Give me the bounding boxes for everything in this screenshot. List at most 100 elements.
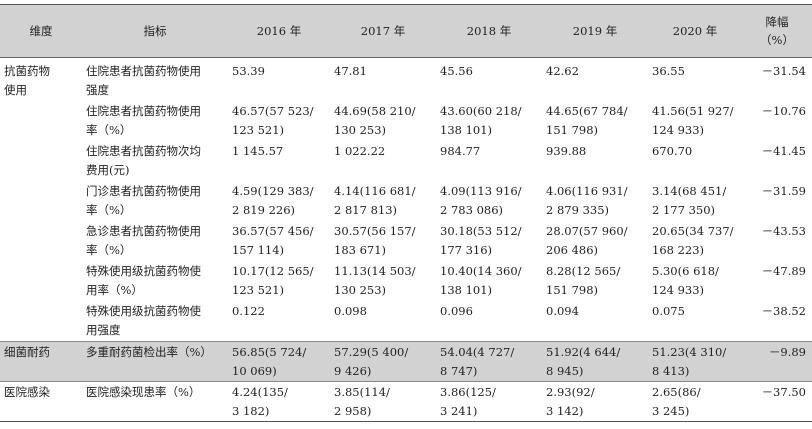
- table-row: 住院患者抗菌药物次均 费用(元) 1 145.57 1 022.22 984.7…: [0, 142, 812, 182]
- indicator-text: 特殊使用级抗菌药物使 用强度: [86, 303, 201, 337]
- indicator-cell: 门诊患者抗菌药物使用 率（%）: [82, 182, 228, 222]
- decline-value: －43.53: [742, 222, 812, 262]
- value-2018: 45.56: [436, 58, 542, 102]
- header-2020: 2020 年: [648, 4, 742, 58]
- value-2017: 0.098: [330, 302, 436, 342]
- value-text: 0.122: [232, 303, 265, 318]
- value-2018: 10.40(14 360/ 138 101): [436, 262, 542, 302]
- value-text: －43.53: [761, 223, 806, 238]
- value-2020: 51.23(4 310/ 8 413): [648, 341, 742, 382]
- value-text: 4.24(135/ 3 182): [232, 385, 288, 418]
- table-body: 抗菌药物 使用 住院患者抗菌药物使用 强度 53.39 47.81 45.56 …: [0, 58, 812, 422]
- indicator-cell: 住院患者抗菌药物使用 强度: [82, 58, 228, 102]
- value-2017: 11.13(14 503/ 130 253): [330, 262, 436, 302]
- value-2016: 36.57(57 456/ 157 114): [228, 222, 330, 262]
- value-2016: 0.122: [228, 302, 330, 342]
- value-text: －47.89: [761, 263, 806, 278]
- value-text: －31.59: [761, 183, 806, 198]
- value-text: 11.13(14 503/ 130 253): [334, 263, 416, 297]
- table-row: 门诊患者抗菌药物使用 率（%） 4.59(129 383/ 2 819 226)…: [0, 182, 812, 222]
- statistics-table: 维度 指标 2016 年 2017 年 2018 年 2019 年 2020 年…: [0, 4, 812, 422]
- value-2016: 4.59(129 383/ 2 819 226): [228, 182, 330, 222]
- decline-value: －9.89: [742, 341, 812, 382]
- value-2017: 30.57(56 157/ 183 671): [330, 222, 436, 262]
- value-text: 10.40(14 360/ 138 101): [440, 263, 522, 297]
- value-2018: 0.096: [436, 302, 542, 342]
- value-text: 53.39: [232, 64, 265, 78]
- table-row: 急诊患者抗菌药物使用 率（%） 36.57(57 456/ 157 114) 3…: [0, 222, 812, 262]
- value-2017: 47.81: [330, 58, 436, 102]
- value-2018: 4.09(113 916/ 2 783 086): [436, 182, 542, 222]
- value-text: 1 145.57: [232, 143, 284, 158]
- indicator-cell: 多重耐药菌检出率（%）: [82, 341, 228, 382]
- decline-value: －41.45: [742, 142, 812, 182]
- table-row: 细菌耐药 多重耐药菌检出率（%） 56.85(5 724/ 10 069) 57…: [0, 341, 812, 382]
- value-text: 42.62: [546, 64, 579, 78]
- table-row: 医院感染 医院感染现患率（%） 4.24(135/ 3 182) 3.85(11…: [0, 381, 812, 422]
- value-2020: 20.65(34 737/ 168 223): [648, 222, 742, 262]
- table-row: 抗菌药物 使用 住院患者抗菌药物使用 强度 53.39 47.81 45.56 …: [0, 58, 812, 102]
- decline-value: －37.50: [742, 381, 812, 422]
- value-text: 43.60(60 218/ 138 101): [440, 103, 522, 137]
- value-text: －41.45: [761, 143, 806, 158]
- value-text: 30.18(53 512/ 177 316): [440, 223, 522, 257]
- value-text: 4.06(116 931/ 2 879 335): [546, 183, 628, 217]
- indicator-cell: 住院患者抗菌药物使用 率（%）: [82, 102, 228, 142]
- value-text: 44.69(58 210/ 130 253): [334, 103, 416, 137]
- value-text: 939.88: [546, 143, 587, 158]
- value-2018: 54.04(4 727/ 8 747): [436, 341, 542, 382]
- value-text: 30.57(56 157/ 183 671): [334, 223, 416, 257]
- header-decline: 降幅 （%）: [742, 4, 812, 58]
- indicator-text: 住院患者抗菌药物使用 强度: [86, 64, 201, 97]
- table-row: 住院患者抗菌药物使用 率（%） 46.57(57 523/ 123 521) 4…: [0, 102, 812, 142]
- value-text: 3.86(125/ 3 241): [440, 385, 496, 418]
- header-row: 维度 指标 2016 年 2017 年 2018 年 2019 年 2020 年…: [0, 4, 812, 58]
- decline-value: －38.52: [742, 302, 812, 342]
- value-text: 44.65(67 784/ 151 798): [546, 103, 628, 137]
- value-text: 3.85(114/ 2 958): [334, 385, 390, 418]
- value-text: 5.30(6 618/ 124 933): [652, 263, 719, 297]
- decline-value: －10.76: [742, 102, 812, 142]
- value-text: －38.52: [761, 303, 806, 318]
- value-2019: 28.07(57 960/ 206 486): [542, 222, 648, 262]
- decline-value: －31.54: [742, 58, 812, 102]
- value-2019: 51.92(4 644/ 8 945): [542, 341, 648, 382]
- decline-value: －47.89: [742, 262, 812, 302]
- dimension-cell: 抗菌药物 使用: [0, 58, 82, 342]
- indicator-cell: 住院患者抗菌药物次均 费用(元): [82, 142, 228, 182]
- indicator-cell: 急诊患者抗菌药物使用 率（%）: [82, 222, 228, 262]
- value-2016: 4.24(135/ 3 182): [228, 381, 330, 422]
- table-row: 特殊使用级抗菌药物使 用率（%） 10.17(12 565/ 123 521) …: [0, 262, 812, 302]
- value-2017: 1 022.22: [330, 142, 436, 182]
- dimension-text: 医院感染: [4, 385, 50, 399]
- value-text: 56.85(5 724/ 10 069): [232, 345, 307, 378]
- value-text: 984.77: [440, 143, 481, 158]
- value-text: 46.57(57 523/ 123 521): [232, 103, 314, 137]
- value-text: 2.93(92/ 3 142): [546, 385, 595, 418]
- value-text: 8.28(12 565/ 151 798): [546, 263, 621, 297]
- value-text: 0.098: [334, 303, 367, 318]
- value-2017: 4.14(116 681/ 2 817 813): [330, 182, 436, 222]
- value-text: 36.55: [652, 64, 685, 78]
- indicator-text: 住院患者抗菌药物使用 率（%）: [86, 103, 201, 137]
- value-text: －37.50: [761, 385, 806, 399]
- value-2020: 41.56(51 927/ 124 933): [648, 102, 742, 142]
- value-2020: 5.30(6 618/ 124 933): [648, 262, 742, 302]
- value-2018: 30.18(53 512/ 177 316): [436, 222, 542, 262]
- value-2018: 3.86(125/ 3 241): [436, 381, 542, 422]
- value-2020: 36.55: [648, 58, 742, 102]
- table-row: 特殊使用级抗菌药物使 用强度 0.122 0.098 0.096 0.094 0…: [0, 302, 812, 342]
- value-text: 20.65(34 737/ 168 223): [652, 223, 734, 257]
- table-header: 维度 指标 2016 年 2017 年 2018 年 2019 年 2020 年…: [0, 4, 812, 58]
- indicator-text: 特殊使用级抗菌药物使 用率（%）: [86, 263, 201, 297]
- value-text: 0.075: [652, 303, 685, 318]
- indicator-cell: 特殊使用级抗菌药物使 用强度: [82, 302, 228, 342]
- dimension-text: 抗菌药物 使用: [4, 64, 50, 97]
- header-2016: 2016 年: [228, 4, 330, 58]
- header-2017: 2017 年: [330, 4, 436, 58]
- value-2016: 56.85(5 724/ 10 069): [228, 341, 330, 382]
- value-2017: 3.85(114/ 2 958): [330, 381, 436, 422]
- indicator-text: 住院患者抗菌药物次均 费用(元): [86, 143, 201, 177]
- value-2020: 0.075: [648, 302, 742, 342]
